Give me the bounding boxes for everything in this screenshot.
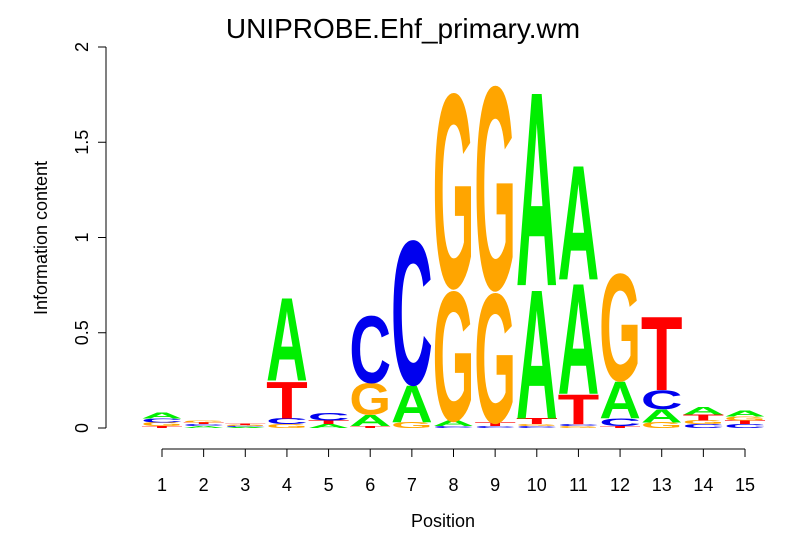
- y-axis: 0 0.5 1 1.5 2: [72, 42, 107, 433]
- logo-letter-A: A: [599, 371, 641, 430]
- logo-letter-C: C: [141, 418, 183, 424]
- logo-letter-C: C: [224, 426, 266, 427]
- logo-letter-A: A: [558, 133, 600, 316]
- logo-letter-T: T: [141, 426, 183, 429]
- logo-letter-T: T: [724, 419, 766, 425]
- logo-letter-A: A: [391, 374, 433, 433]
- x-tick-label: 3: [240, 475, 250, 495]
- logo-letter-C: C: [349, 296, 391, 402]
- logo-letter-A: A: [224, 427, 266, 428]
- logo-letter-C: C: [641, 385, 683, 415]
- logo-letter-A: A: [141, 411, 183, 420]
- x-tick-label: 2: [199, 475, 209, 495]
- x-tick-label: 6: [365, 475, 375, 495]
- x-axis: 1 2 3 4 5 6 7 8 9 10 11 12 13 14 15: [157, 448, 755, 495]
- logo-letter-T: T: [683, 413, 725, 422]
- logo-letter-C: C: [558, 424, 600, 427]
- logo-letter-A: A: [683, 405, 725, 417]
- x-tick-label: 10: [527, 475, 547, 495]
- logo-letter-C: C: [433, 426, 475, 429]
- logo-letter-G: G: [474, 255, 516, 462]
- logo-letter-T: T: [599, 426, 641, 429]
- x-tick-label: 14: [693, 475, 713, 495]
- x-tick-label: 11: [569, 475, 588, 495]
- logo-letter-G: G: [641, 421, 683, 430]
- logo-letter-T: T: [308, 419, 350, 425]
- chart-title: UNIPROBE.Ehf_primary.wm: [226, 13, 580, 44]
- logo-letter-G: G: [141, 422, 183, 428]
- logo-letter-G: G: [266, 423, 308, 429]
- logo-letter-A: A: [641, 406, 683, 427]
- logo-letter-A: A: [516, 33, 558, 345]
- logo-letter-G: G: [183, 420, 225, 423]
- y-tick-label: 0.5: [72, 320, 92, 345]
- y-tick-label: 1: [72, 232, 92, 242]
- x-tick-label: 1: [157, 475, 167, 495]
- x-tick-label: 13: [652, 475, 672, 495]
- y-tick-label: 0: [72, 423, 92, 433]
- logo-letter-G: G: [433, 253, 475, 460]
- logo-letter-C: C: [474, 426, 516, 429]
- x-tick-label: 7: [407, 475, 417, 495]
- logo-letter-G: G: [683, 420, 725, 426]
- logo-letter-C: C: [391, 199, 433, 429]
- logo-letter-T: T: [183, 422, 225, 425]
- logo-letter-G: G: [724, 416, 766, 422]
- x-tick-label: 9: [490, 475, 500, 495]
- logo-letter-G: G: [391, 421, 433, 430]
- logo-letter-A: A: [183, 426, 225, 429]
- logo-letter-T: T: [224, 424, 266, 425]
- logo-letter-G: G: [599, 243, 641, 414]
- y-tick-label: 2: [72, 42, 92, 52]
- x-tick-label: 4: [282, 475, 292, 495]
- logo-letter-T: T: [558, 387, 600, 434]
- logo-letter-C: C: [724, 423, 766, 429]
- logo-letter-A: A: [516, 252, 558, 459]
- logo-letter-C: C: [266, 417, 308, 426]
- x-tick-label: 5: [324, 475, 334, 495]
- logo-letter-A: A: [558, 251, 600, 428]
- logo-letter-G: G: [433, 37, 475, 347]
- logo-letter-G: G: [516, 424, 558, 427]
- logo-letter-C: C: [183, 424, 225, 427]
- logo-letter-T: T: [516, 417, 558, 426]
- x-axis-label: Position: [411, 511, 475, 531]
- logo-letter-A: A: [349, 412, 391, 430]
- logo-letter-A: A: [308, 423, 350, 429]
- x-tick-label: 12: [610, 475, 630, 495]
- logo-letter-G: G: [224, 425, 266, 426]
- logo-letter-T: T: [474, 421, 516, 427]
- x-tick-label: 8: [448, 475, 458, 495]
- logo-letter-A: A: [724, 409, 766, 418]
- logo-letter-C: C: [308, 411, 350, 423]
- logo-letter-A: A: [266, 272, 308, 406]
- logo-letter-C: C: [599, 416, 641, 428]
- logo-letter-T: T: [349, 426, 391, 429]
- logo-letter-T: T: [641, 294, 683, 413]
- logo-letter-G: G: [474, 27, 516, 351]
- x-tick-label: 15: [735, 475, 755, 495]
- logo-letter-G: G: [349, 375, 391, 425]
- logo-letter-T: T: [266, 371, 308, 430]
- logo-letter-C: C: [516, 426, 558, 429]
- logo-letter-G: G: [558, 426, 600, 429]
- y-axis-label: Information content: [31, 161, 51, 315]
- y-tick-label: 1.5: [72, 130, 92, 155]
- logo-letter-A: A: [433, 419, 475, 428]
- logo-letter-C: C: [683, 423, 725, 429]
